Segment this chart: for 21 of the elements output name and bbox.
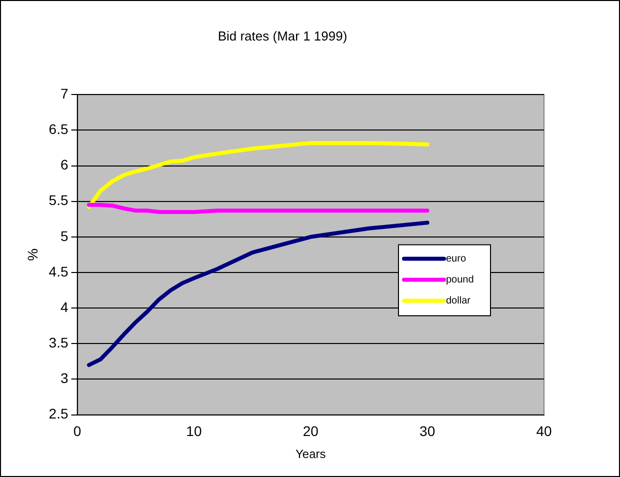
y-tick-label: 6 xyxy=(60,156,68,173)
y-tick-label: 3 xyxy=(60,370,68,386)
y-tick-label: 6.5 xyxy=(48,121,68,138)
legend-label: euro xyxy=(446,253,466,264)
chart-title: Bid rates (Mar 1 1999) xyxy=(218,28,348,44)
legend-label: pound xyxy=(446,274,474,286)
y-tick-label: 7 xyxy=(60,85,68,102)
x-tick-label: 40 xyxy=(536,423,552,440)
y-tick-label: 4.5 xyxy=(48,263,68,280)
x-axis-title: Years xyxy=(296,447,326,462)
x-tick-label: 30 xyxy=(420,423,436,440)
legend-label: dollar xyxy=(446,295,472,306)
y-tick-label: 5.5 xyxy=(48,192,68,208)
y-tick-label: 4 xyxy=(60,298,68,315)
x-tick-label: 20 xyxy=(302,423,319,440)
y-tick-label: 3.5 xyxy=(48,334,68,351)
y-tick-label: 5 xyxy=(60,228,68,244)
x-tick-label: 10 xyxy=(186,423,202,440)
y-tick-label: 2.5 xyxy=(48,406,68,422)
x-tick-label: 0 xyxy=(73,423,82,440)
y-axis-title: % xyxy=(24,248,40,261)
